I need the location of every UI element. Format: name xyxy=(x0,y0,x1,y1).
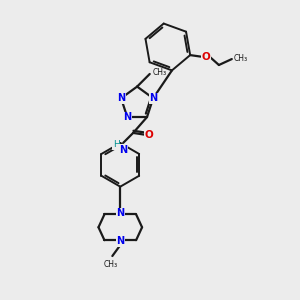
Text: O: O xyxy=(202,52,210,62)
Text: N: N xyxy=(123,112,131,122)
Text: H: H xyxy=(113,140,120,149)
Text: N: N xyxy=(149,93,157,103)
Text: N: N xyxy=(116,208,124,218)
Text: N: N xyxy=(116,236,124,246)
Text: N: N xyxy=(117,93,125,103)
Text: CH₃: CH₃ xyxy=(234,54,248,63)
Text: CH₃: CH₃ xyxy=(153,68,167,77)
Text: N: N xyxy=(119,145,127,155)
Text: CH₃: CH₃ xyxy=(103,260,117,269)
Text: O: O xyxy=(145,130,153,140)
